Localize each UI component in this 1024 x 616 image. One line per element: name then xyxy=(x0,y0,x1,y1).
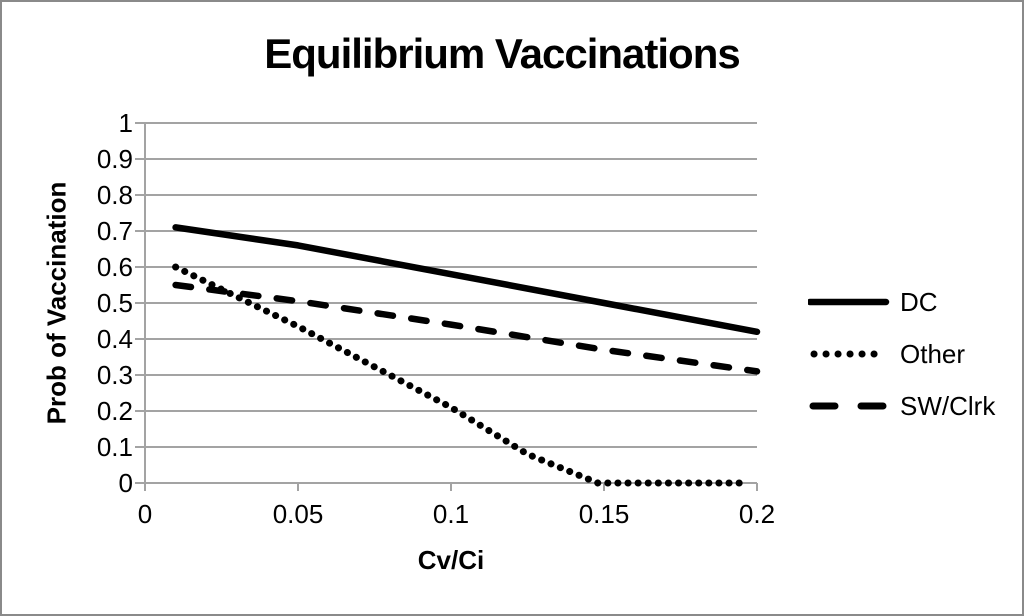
x-axis-title: Cv/Ci xyxy=(417,545,485,575)
y-tick-label: 0.5 xyxy=(96,288,133,318)
legend-item: Other xyxy=(808,328,995,380)
x-tick-label: 0.05 xyxy=(272,499,324,529)
y-tick-label: 0.2 xyxy=(96,396,133,426)
legend-item: DC xyxy=(808,276,995,328)
legend-marker-solid-line xyxy=(808,298,890,306)
x-tick-label: 0.2 xyxy=(738,499,776,529)
legend-marker-dotted-line xyxy=(810,350,884,358)
y-tick-label: 0 xyxy=(118,468,133,498)
legend: DC Other SW/Clrk xyxy=(808,276,995,432)
legend-marker-dashed-line xyxy=(809,402,889,410)
legend-label: DC xyxy=(900,286,938,317)
x-tick-label: 0 xyxy=(137,499,153,529)
chart-title: Equilibrium Vaccinations xyxy=(264,30,740,77)
x-tick-label: 0.15 xyxy=(578,499,630,529)
y-tick-label: 0.9 xyxy=(96,144,133,174)
legend-label: SW/Clrk xyxy=(900,390,996,421)
legend-item: SW/Clrk xyxy=(808,380,995,432)
y-tick-label: 0.7 xyxy=(96,216,133,246)
legend-label: Other xyxy=(900,338,966,369)
y-tick-label: 0.8 xyxy=(96,180,133,210)
y-tick-label: 0.1 xyxy=(96,432,133,462)
series-line-dc xyxy=(172,224,761,336)
y-tick-label: 1 xyxy=(118,108,133,138)
y-tick-label: 0.4 xyxy=(96,324,133,354)
series-line-other xyxy=(172,263,746,487)
y-tick-label: 0.6 xyxy=(96,252,133,282)
series-line-sw-clrk xyxy=(172,281,761,375)
x-tick-label: 0.1 xyxy=(432,499,470,529)
y-tick-label: 0.3 xyxy=(96,360,133,390)
